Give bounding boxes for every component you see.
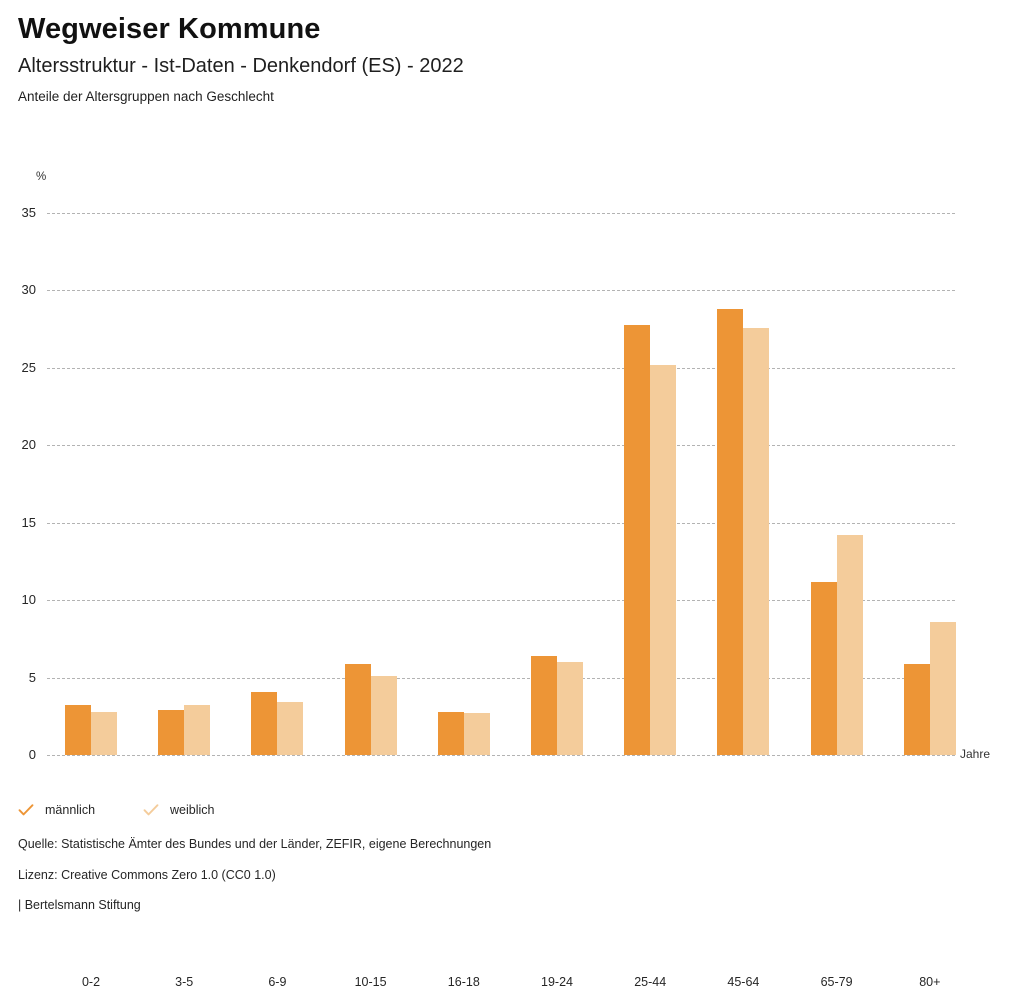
bar-weiblich-16-18[interactable] bbox=[463, 713, 490, 755]
axis-baseline bbox=[47, 755, 955, 756]
bar-männlich-25-44[interactable] bbox=[624, 324, 651, 755]
bar-männlich-16-18[interactable] bbox=[437, 711, 464, 755]
bar-group bbox=[344, 213, 397, 755]
bar-weiblich-45-64[interactable] bbox=[743, 327, 770, 755]
chart-area: % Jahre 0 5 10 15 20 25 30 35 0-2 3-5 6-9 10-15 16-… bbox=[22, 171, 991, 989]
bar-weiblich-19-24[interactable] bbox=[557, 662, 583, 755]
y-axis-unit-label: % bbox=[36, 171, 47, 183]
chart-legend: männlich weiblich bbox=[18, 803, 263, 817]
bar-group bbox=[251, 213, 304, 755]
gridline bbox=[47, 213, 955, 214]
footer-publisher: | Bertelsmann Stiftung bbox=[18, 898, 141, 912]
legend-label: männlich bbox=[45, 803, 96, 817]
bar-weiblich-3-5[interactable] bbox=[184, 705, 211, 755]
chart-description: Anteile der Altersgruppen nach Geschlech… bbox=[18, 89, 274, 105]
y-axis-tick-label: 20 bbox=[21, 437, 36, 453]
gridline bbox=[47, 677, 955, 679]
y-axis-tick-label: 15 bbox=[21, 514, 36, 530]
y-axis-tick-label: 5 bbox=[28, 669, 36, 685]
bar-weiblich-25-44[interactable] bbox=[650, 364, 677, 755]
chart-footer: Quelle: Statistische Ämter des Bundes un… bbox=[18, 838, 491, 912]
bar-weiblich-80+[interactable] bbox=[929, 621, 956, 755]
check-icon bbox=[18, 803, 34, 817]
page-title: Wegweiser Kommune bbox=[18, 13, 321, 45]
y-axis-tick-label: 0 bbox=[28, 747, 36, 762]
bar-group bbox=[65, 213, 117, 755]
bar-series-layer bbox=[47, 213, 956, 755]
bar-männlich-3-5[interactable] bbox=[158, 710, 185, 755]
bar-männlich-19-24[interactable] bbox=[531, 655, 557, 755]
legend-item-männlich[interactable]: männlich bbox=[18, 803, 95, 817]
gridline bbox=[47, 600, 955, 602]
check-icon bbox=[143, 803, 159, 817]
bar-weiblich-65-79[interactable] bbox=[836, 535, 863, 755]
bar-group bbox=[531, 213, 583, 755]
chart-header: Wegweiser Kommune Altersstruktur - Ist-D… bbox=[18, 13, 1004, 105]
bar-männlich-45-64[interactable] bbox=[717, 309, 744, 755]
bar-männlich-0-2[interactable] bbox=[65, 705, 91, 755]
bar-group bbox=[903, 213, 956, 755]
bar-männlich-10-15[interactable] bbox=[344, 663, 371, 755]
bar-weiblich-10-15[interactable] bbox=[370, 676, 397, 755]
y-axis-tick-label: 10 bbox=[21, 592, 36, 608]
footer-license: Lizenz: Creative Commons Zero 1.0 (CC0 1… bbox=[18, 867, 276, 882]
bar-männlich-65-79[interactable] bbox=[810, 581, 837, 755]
bar-group bbox=[158, 213, 211, 755]
bar-group bbox=[437, 213, 490, 755]
x-axis-tick-label: 80+ bbox=[919, 975, 941, 989]
bar-group bbox=[810, 213, 863, 755]
bar-group bbox=[717, 213, 770, 755]
plot-region: 0 5 10 15 20 25 30 35 0-2 3-5 6-9 10-15 16-18 19-24 2… bbox=[22, 206, 956, 989]
bar-männlich-6-9[interactable] bbox=[251, 691, 278, 755]
x-axis-unit-label: Jahre bbox=[960, 747, 991, 761]
y-axis-tick-label: 25 bbox=[21, 359, 36, 375]
chart-subtitle: Altersstruktur - Ist-Daten - Denkendorf … bbox=[18, 55, 464, 78]
y-axis-tick-label: 30 bbox=[21, 282, 36, 298]
y-axis-tick-label: 35 bbox=[21, 205, 36, 220]
bar-weiblich-6-9[interactable] bbox=[277, 702, 304, 755]
gridline bbox=[47, 522, 955, 524]
gridline bbox=[47, 290, 955, 292]
legend-label: weiblich bbox=[170, 803, 215, 817]
gridline bbox=[47, 445, 955, 447]
legend-item-weiblich[interactable]: weiblich bbox=[143, 803, 215, 817]
gridline bbox=[47, 367, 955, 369]
footer-source: Quelle: Statistische Ämter des Bundes un… bbox=[18, 837, 492, 851]
chart-page: Wegweiser Kommune Altersstruktur - Ist-D… bbox=[18, 13, 1004, 989]
bar-weiblich-0-2[interactable] bbox=[91, 711, 117, 755]
bar-männlich-80+[interactable] bbox=[903, 663, 930, 755]
bar-group bbox=[624, 213, 677, 755]
